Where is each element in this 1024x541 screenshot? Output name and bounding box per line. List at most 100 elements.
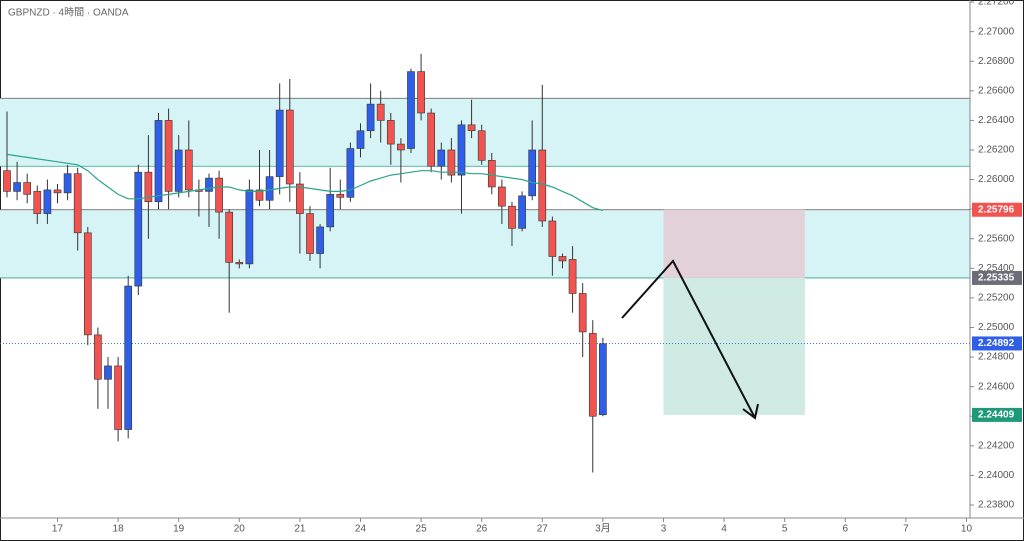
target-zone xyxy=(663,277,805,415)
candle-body xyxy=(518,195,526,229)
candle-body xyxy=(255,189,264,201)
y-tick-label: 2.25000 xyxy=(978,322,1015,333)
y-tick-label: 2.26800 xyxy=(978,56,1015,67)
candle-body xyxy=(205,177,213,192)
candle-body xyxy=(356,130,365,149)
candle-body xyxy=(235,262,244,265)
candle-body xyxy=(296,183,304,214)
x-tick-label: 26 xyxy=(476,524,488,535)
candle-body xyxy=(285,109,294,185)
candle-body xyxy=(316,226,324,254)
candle-body xyxy=(326,194,335,228)
x-tick-label: 4 xyxy=(721,524,727,535)
price-tag xyxy=(972,270,1022,285)
x-tick-label: 3月 xyxy=(595,523,611,535)
y-tick-label: 2.27000 xyxy=(978,26,1015,37)
candle-body xyxy=(83,232,92,336)
price-tag xyxy=(972,202,1022,217)
price-tag-label: 2.25796 xyxy=(978,204,1015,215)
candle-body xyxy=(437,149,446,167)
candle-body xyxy=(336,194,345,198)
candle-body xyxy=(397,143,405,151)
candle-body xyxy=(124,285,133,430)
candle-body xyxy=(73,173,82,234)
y-tick-label: 2.25200 xyxy=(978,293,1015,304)
candle-body xyxy=(528,149,537,197)
y-tick-label: 2.26200 xyxy=(978,145,1015,156)
candle-body xyxy=(134,171,143,287)
y-tick-label: 2.24000 xyxy=(978,470,1015,481)
candle-body xyxy=(114,365,122,430)
candle-body xyxy=(63,173,72,194)
candle-body xyxy=(538,149,547,222)
moving-average xyxy=(6,153,604,212)
price-tag-label: 2.24892 xyxy=(978,338,1015,349)
annotation-layer xyxy=(621,259,759,420)
x-tick-label: 24 xyxy=(355,524,367,535)
candle-body xyxy=(245,189,254,265)
candle-body xyxy=(599,343,607,416)
candle-body xyxy=(498,186,506,207)
candle-body xyxy=(23,182,32,195)
candle-body xyxy=(487,160,496,188)
x-tick-label: 6 xyxy=(842,524,848,535)
y-tick-label: 2.26400 xyxy=(978,115,1015,126)
candle-body xyxy=(13,182,21,192)
candle-body xyxy=(215,177,223,213)
candle-body xyxy=(427,112,436,167)
y-tick-label: 2.27200 xyxy=(978,0,1015,8)
y-tick-label: 2.26600 xyxy=(978,85,1015,96)
candle-body xyxy=(467,124,476,132)
y-tick-label: 2.26000 xyxy=(978,174,1015,185)
price-tag-label: 2.24409 xyxy=(978,410,1015,421)
candle-body xyxy=(3,170,11,192)
price-tag-label: 2.25335 xyxy=(978,273,1015,284)
x-tick-label: 27 xyxy=(537,524,549,535)
x-tick-label: 7 xyxy=(903,524,909,535)
chart-title: GBPNZD · 4時間 · OANDA xyxy=(8,7,129,19)
candle-body xyxy=(306,213,314,254)
candle-body xyxy=(225,211,234,263)
candle-body xyxy=(275,109,284,177)
candle-body xyxy=(457,124,466,176)
x-tick-label: 20 xyxy=(234,524,246,535)
zone xyxy=(0,209,970,278)
price-tag xyxy=(972,407,1022,422)
candle-body xyxy=(33,191,42,214)
candle-body xyxy=(386,120,395,145)
candle-body xyxy=(104,365,112,380)
candle-body xyxy=(366,103,375,132)
candle-body xyxy=(578,293,587,333)
x-tick-label: 21 xyxy=(294,524,306,535)
candle-body xyxy=(568,259,577,294)
price-tag xyxy=(972,336,1022,351)
candle-body xyxy=(477,130,486,161)
y-tick-label: 2.23800 xyxy=(978,500,1015,511)
y-tick-label: 2.24200 xyxy=(978,440,1015,451)
candle-body xyxy=(43,189,52,214)
x-tick-label: 19 xyxy=(173,524,185,535)
candle-body xyxy=(447,149,456,176)
candle-body xyxy=(548,220,557,257)
candle-body xyxy=(508,205,516,229)
y-tick-label: 2.24800 xyxy=(978,352,1015,363)
candle-body xyxy=(164,120,173,192)
candle-body xyxy=(144,171,153,203)
candle-body xyxy=(265,176,274,201)
y-tick-label: 2.24600 xyxy=(978,381,1015,392)
candle-body xyxy=(407,71,415,149)
candle-body xyxy=(174,149,183,192)
x-tick-label: 18 xyxy=(113,524,125,535)
candle-body xyxy=(417,71,425,114)
x-tick-label: 5 xyxy=(782,524,788,535)
x-tick-label: 25 xyxy=(416,524,428,535)
candle-body xyxy=(53,189,62,194)
x-tick-label: 17 xyxy=(52,524,64,535)
forecast-arrow xyxy=(621,259,756,419)
x-tick-label: 3 xyxy=(661,524,667,535)
candles-layer xyxy=(3,53,607,473)
candle-body xyxy=(154,120,163,203)
candle-body xyxy=(94,334,102,380)
